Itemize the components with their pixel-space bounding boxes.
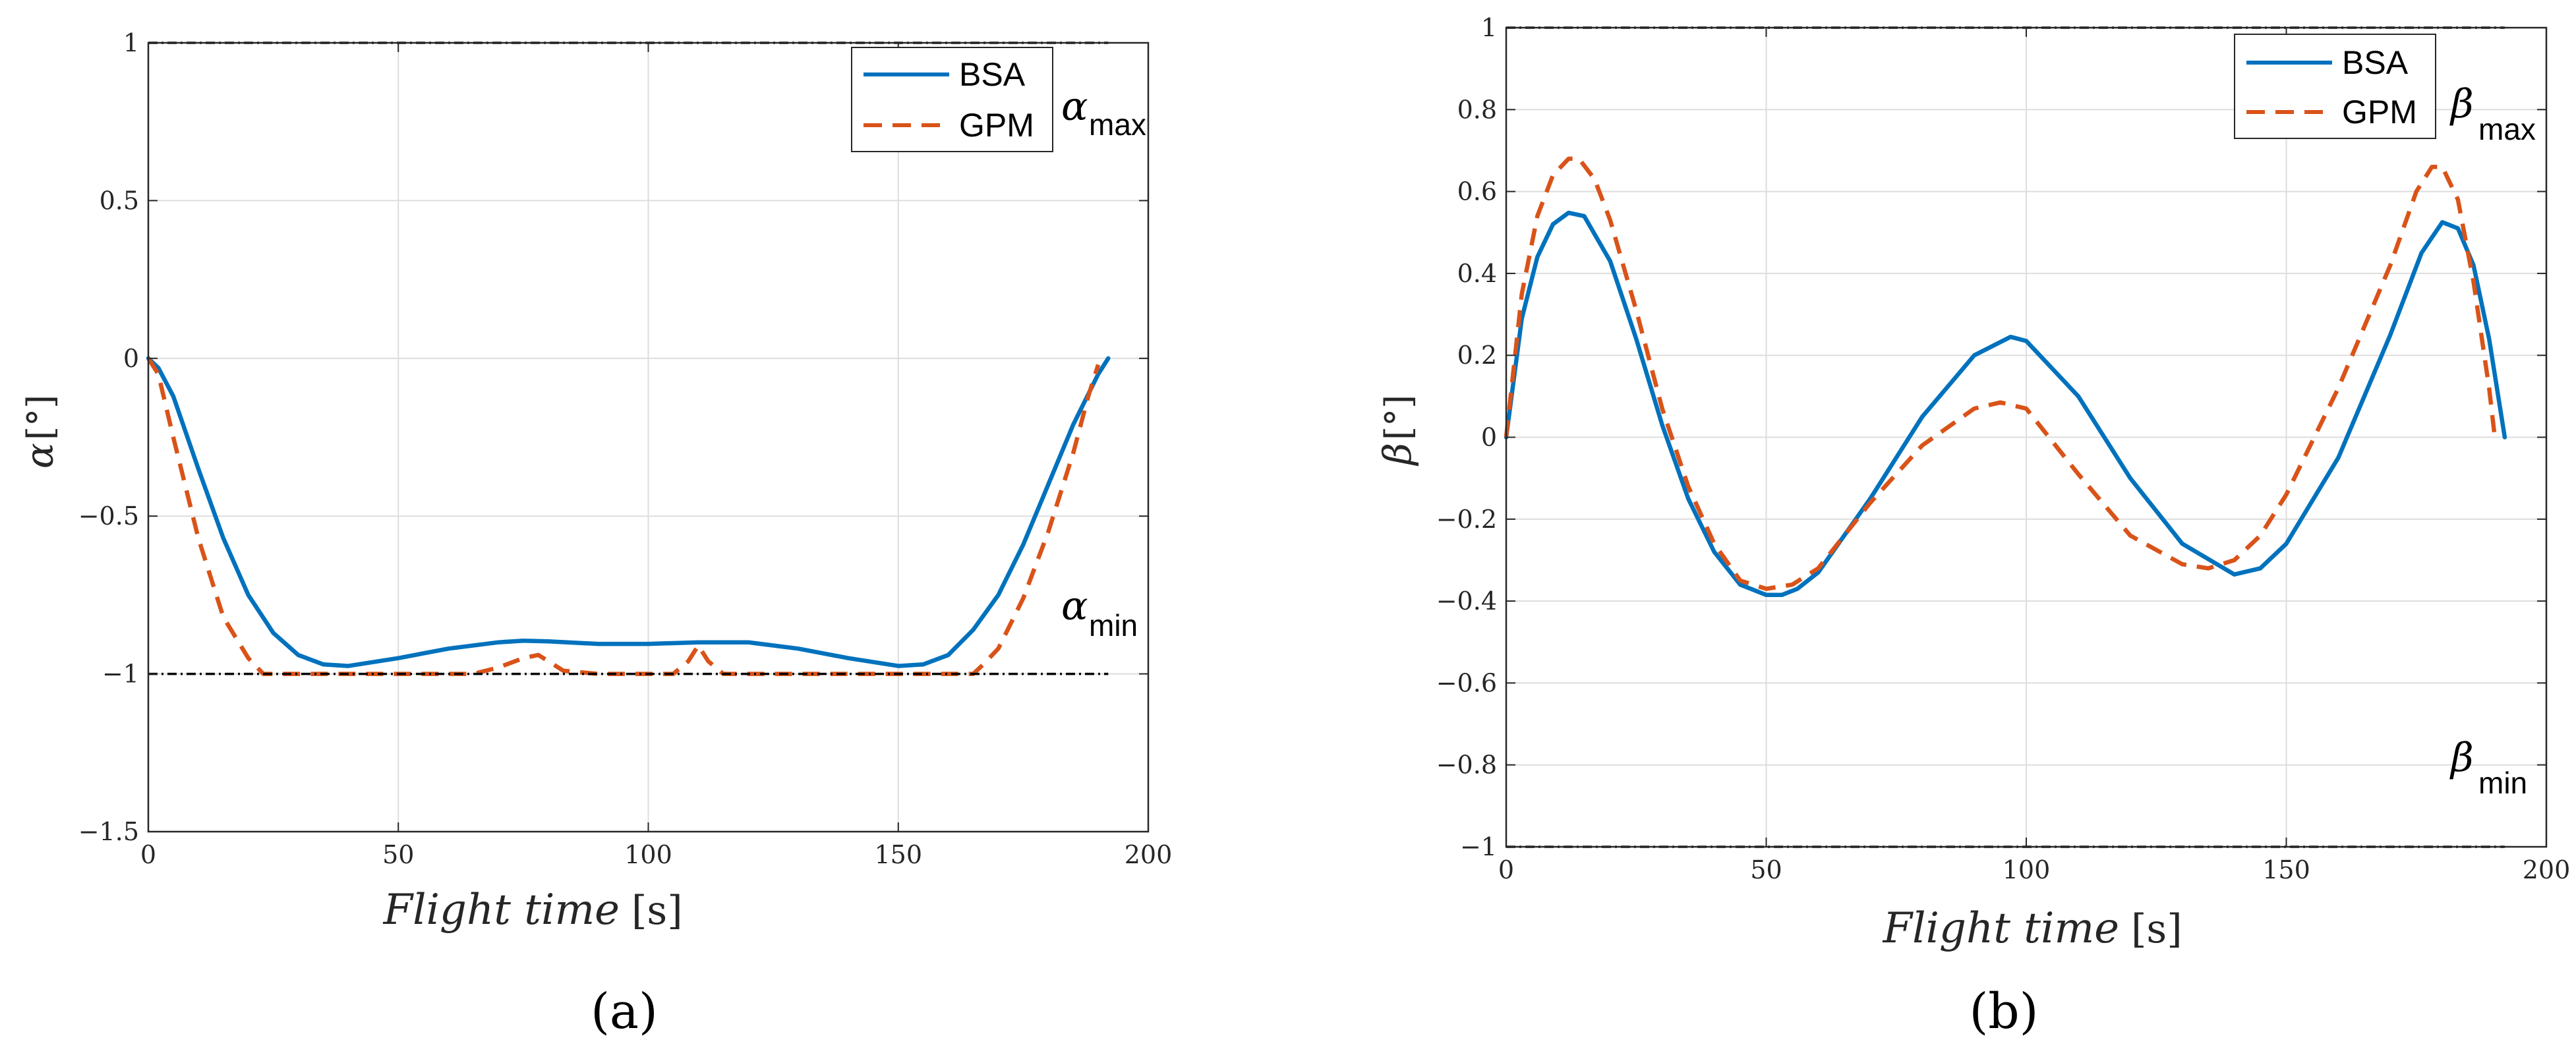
y-axis-unit-b: [°] [1378, 395, 1419, 440]
y-axis-symbol-a: α [17, 443, 62, 469]
x-tick-label: 200 [2523, 855, 2571, 884]
x-axis-title-b: Flight time [1883, 904, 2119, 953]
legend-b: BSA GPM [2234, 34, 2436, 139]
annotation-alpha-max: α max [1061, 84, 1146, 142]
legend-box-b [2234, 34, 2436, 139]
legend-label-bsa-a: BSA [959, 56, 1026, 93]
series-gpm-line-b [1504, 156, 2497, 591]
annotation-beta-max-symbol: β [2449, 81, 2474, 127]
y-tick-label: 0 [1481, 423, 1497, 452]
x-tick-label: 100 [2003, 855, 2051, 884]
y-axis-label-a: α [°] [17, 395, 62, 469]
y-tick-label: 0 [123, 344, 139, 373]
y-tick-label: −1 [1460, 832, 1497, 861]
x-tick-label: 50 [382, 840, 414, 869]
annotation-alpha-min: α min [1061, 583, 1138, 643]
x-tick-label: 150 [874, 840, 922, 869]
y-tick-label: 0.4 [1457, 259, 1497, 288]
legend-label-bsa-b: BSA [2342, 44, 2409, 81]
annotation-alpha-min-symbol: α [1061, 583, 1088, 629]
annotation-alpha-min-sub: min [1089, 608, 1138, 643]
panel-caption-b: (b) [1969, 983, 2038, 1040]
annotation-beta-min-symbol: β [2449, 735, 2474, 781]
y-tick-label: 1 [1481, 13, 1497, 42]
y-tick-label: −0.6 [1436, 668, 1497, 697]
y-tick-label: 0.2 [1457, 341, 1497, 370]
x-axis-label-a: Flight time [s] [383, 886, 683, 934]
y-tick-label: −0.2 [1436, 505, 1497, 534]
series-bsa-line-b [1504, 210, 2507, 598]
x-tick-label: 100 [624, 840, 672, 869]
y-tick-label: −0.8 [1436, 751, 1497, 780]
annotation-beta-min-sub: min [2478, 766, 2527, 800]
y-tick-label: 1 [123, 28, 139, 57]
y-tick-label: −1 [102, 660, 139, 689]
legend-a: BSA GPM [851, 47, 1053, 152]
x-tick-label: 150 [2262, 855, 2310, 884]
x-tick-label: 0 [140, 840, 156, 869]
x-axis-title-a: Flight time [383, 886, 620, 934]
x-axis-label-b: Flight time [s] [1883, 904, 2182, 953]
chart-panel-b: 0 50 100 150 200 −1 −0.8 −0.6 −0.4 −0.2 0 0.2 0.4 0.6… [1375, 13, 2570, 1040]
annotation-alpha-max-sub: max [1089, 107, 1146, 142]
y-axis-label-b: β [°] [1375, 395, 1420, 467]
y-tick-label: −1.5 [78, 817, 139, 846]
y-tick-label: 0.6 [1457, 177, 1497, 206]
ticks-a: 0 50 100 150 200 −1.5 −1 −0.5 0 0.5 1 [78, 28, 1173, 869]
y-tick-label: 0.8 [1457, 95, 1497, 124]
series-gpm-line-a [146, 357, 1101, 676]
x-tick-label: 200 [1125, 840, 1173, 869]
x-tick-label: 0 [1498, 855, 1514, 884]
ticks-b: 0 50 100 150 200 −1 −0.8 −0.6 −0.4 −0.2 0 0.2 0.4 0.6… [1436, 13, 2571, 884]
legend-box-a [851, 47, 1053, 152]
y-tick-label: 0.5 [100, 186, 139, 215]
chart-panel-a: 0 50 100 150 200 −1.5 −1 −0.5 0 0.5 1 Flight time … [17, 28, 1172, 1040]
y-tick-label: −0.4 [1436, 587, 1497, 615]
x-axis-unit-b: [s] [2131, 906, 2182, 952]
y-axis-unit-a: [°] [20, 395, 61, 440]
series-bsa-line-a [146, 356, 1111, 668]
x-tick-label: 50 [1750, 855, 1782, 884]
legend-label-gpm-a: GPM [959, 107, 1034, 144]
panel-caption-a: (a) [591, 983, 658, 1040]
annotation-beta-max: β max [2449, 81, 2536, 146]
y-tick-label: −0.5 [78, 501, 139, 530]
annotation-beta-max-sub: max [2478, 112, 2536, 146]
x-axis-unit-a: [s] [631, 888, 683, 934]
annotation-beta-min: β min [2449, 735, 2527, 800]
y-axis-symbol-b: β [1375, 443, 1420, 467]
legend-label-gpm-b: GPM [2342, 94, 2417, 130]
annotation-alpha-max-symbol: α [1061, 84, 1088, 130]
